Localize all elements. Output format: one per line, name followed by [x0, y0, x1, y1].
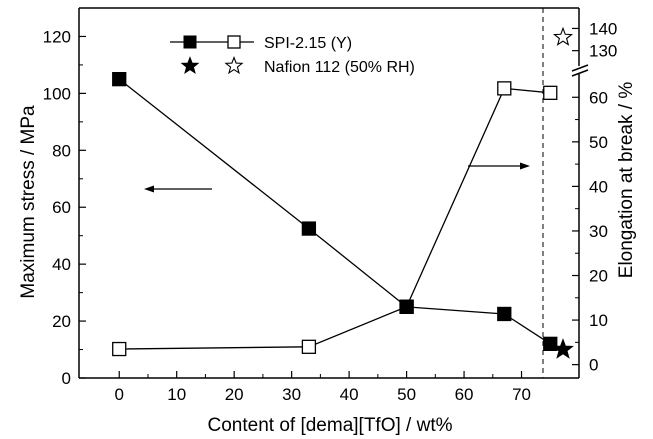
left-arrowhead — [144, 185, 154, 193]
legend-spi-filled-marker — [183, 35, 197, 49]
right-tick-label-upper: 130 — [589, 42, 617, 61]
left-tick-label: 0 — [62, 369, 71, 388]
x-tick-label: 50 — [397, 385, 416, 404]
x-tick-label: 20 — [225, 385, 244, 404]
stress-point — [301, 221, 317, 236]
x-tick-label: 10 — [167, 385, 186, 404]
stress-point — [543, 336, 558, 351]
nafion-stress-star — [552, 338, 574, 359]
stress-point — [399, 299, 414, 314]
right-tick-label: 60 — [589, 88, 608, 107]
left-tick-label: 80 — [52, 141, 71, 160]
plot-frame — [78, 7, 589, 379]
x-tick-label: 70 — [512, 385, 531, 404]
nafion-elongation-star — [552, 26, 574, 46]
stress-point — [497, 306, 512, 322]
axis-break-mark-2 — [571, 69, 589, 77]
right-tick-label: 50 — [589, 133, 608, 152]
annotations — [144, 162, 530, 193]
left-tick-label: 60 — [52, 198, 71, 217]
series-markers — [112, 26, 574, 359]
right-tick-label: 30 — [589, 222, 608, 241]
stress-series-line — [118, 78, 551, 345]
legend-label-spi: SPI-2.15 (Y) — [264, 35, 352, 52]
right-tick-label: 40 — [589, 177, 608, 196]
right-arrowhead — [520, 162, 530, 170]
legend-spi-open-marker — [227, 35, 241, 49]
axis-break-mark-1 — [571, 64, 589, 72]
right-tick-label: 10 — [589, 311, 608, 330]
left-y-axis: 0 20 40 60 80 100 120 — [43, 7, 86, 388]
right-tick-label: 20 — [589, 267, 608, 286]
left-y-axis-title: Maximum stress / MPa — [18, 105, 39, 299]
legend-nafion-filled-star — [180, 56, 200, 75]
x-tick-label: 30 — [282, 385, 301, 404]
legend-label-nafion: Nafion 112 (50% RH) — [264, 59, 415, 76]
left-tick-label: 100 — [43, 84, 71, 103]
x-axis: 0 10 20 30 40 50 60 70 — [114, 371, 531, 404]
right-y-axis-title: Elongation at break / % — [616, 82, 637, 279]
right-tick-label: 0 — [589, 356, 598, 375]
x-axis-title: Content of [dema][TfO] / wt% — [208, 415, 453, 436]
series-lines — [118, 78, 551, 350]
left-tick-label: 40 — [52, 255, 71, 274]
left-tick-label: 20 — [52, 312, 71, 331]
x-tick-label: 0 — [114, 385, 123, 404]
legend-nafion-open-star — [224, 55, 244, 75]
left-tick-label: 120 — [43, 27, 71, 46]
elongation-series-line — [119, 87, 551, 350]
right-tick-label-upper: 140 — [589, 19, 617, 38]
right-y-axis: 0 10 20 30 40 50 60 130 140 — [572, 19, 617, 375]
elongation-point — [301, 339, 317, 354]
elongation-point — [497, 81, 512, 96]
x-tick-label: 40 — [340, 385, 359, 404]
elongation-point — [543, 85, 558, 100]
elongation-point — [112, 341, 127, 357]
stress-point — [112, 72, 127, 87]
x-tick-label: 60 — [455, 385, 474, 404]
legend: SPI-2.15 (Y) Nafion 112 (50% RH) — [170, 35, 415, 76]
